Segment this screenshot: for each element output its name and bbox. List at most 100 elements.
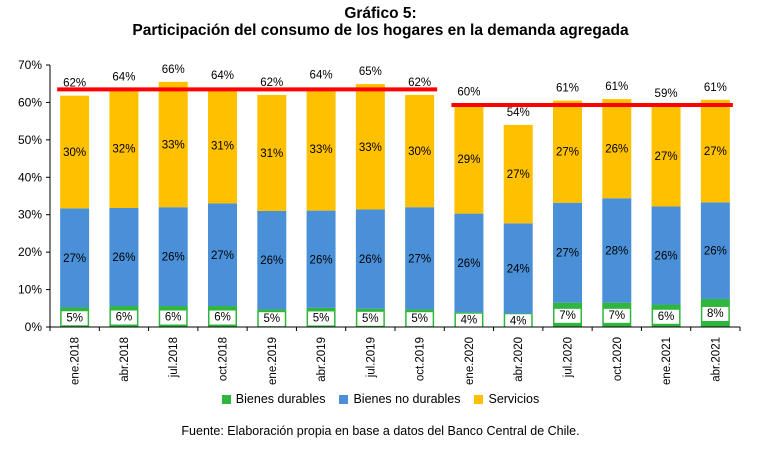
bar-segment bbox=[454, 213, 484, 313]
data-label-background bbox=[110, 310, 137, 325]
data-label: 26% bbox=[655, 251, 678, 263]
total-label: 62% bbox=[63, 78, 86, 90]
legend-label-durables: Bienes durables bbox=[235, 392, 326, 406]
x-tick-label: oct.2019 bbox=[415, 337, 427, 381]
data-label: 27% bbox=[408, 253, 431, 265]
data-label: 27% bbox=[556, 248, 579, 260]
bar-segment bbox=[700, 202, 730, 299]
data-label: 26% bbox=[457, 258, 480, 270]
data-label-background bbox=[61, 311, 88, 326]
data-label: 5% bbox=[66, 312, 83, 324]
x-tick-label: jul.2020 bbox=[563, 337, 575, 378]
bar-segment bbox=[109, 89, 139, 208]
data-label: 5% bbox=[263, 313, 280, 325]
data-label: 33% bbox=[162, 140, 185, 152]
data-label-background bbox=[554, 308, 581, 323]
data-label: 4% bbox=[510, 315, 527, 327]
x-tick-label: abr.2020 bbox=[513, 337, 525, 382]
data-label: 5% bbox=[411, 313, 428, 325]
legend-item-servicios: Servicios bbox=[474, 392, 539, 406]
data-label: 26% bbox=[704, 246, 727, 258]
data-label: 33% bbox=[359, 142, 382, 154]
data-label: 29% bbox=[457, 154, 480, 166]
data-label: 27% bbox=[211, 250, 234, 262]
total-label: 61% bbox=[605, 81, 628, 93]
total-label: 66% bbox=[162, 64, 185, 76]
bar-segment bbox=[405, 207, 435, 310]
total-label: 62% bbox=[260, 77, 283, 89]
chart-title: Gráfico 5: bbox=[344, 5, 417, 22]
total-label: 64% bbox=[112, 71, 135, 83]
data-label: 8% bbox=[707, 308, 724, 320]
y-tick-label: 70% bbox=[18, 58, 42, 72]
bar-segment bbox=[651, 206, 681, 305]
bar-segment bbox=[553, 202, 582, 303]
data-label: 33% bbox=[310, 144, 333, 156]
data-label: 6% bbox=[165, 312, 182, 324]
bar-segment bbox=[257, 94, 287, 211]
data-label: 30% bbox=[63, 147, 86, 159]
x-tick-label: oct.2018 bbox=[218, 337, 230, 381]
legend-item-durables: Bienes durables bbox=[221, 392, 326, 406]
legend-swatch-no-durables bbox=[339, 394, 349, 404]
bar-segment bbox=[454, 104, 484, 214]
bar-segment bbox=[257, 210, 287, 310]
data-label: 7% bbox=[608, 310, 625, 322]
y-tick-label: 30% bbox=[18, 208, 42, 222]
x-tick-label: abr.2019 bbox=[316, 337, 328, 382]
data-label: 4% bbox=[461, 315, 478, 327]
data-label-background bbox=[209, 310, 236, 325]
bar-segment bbox=[355, 84, 385, 210]
data-label: 27% bbox=[556, 147, 579, 159]
data-label-background bbox=[357, 311, 384, 326]
stacked-bar-chart: 0% 10% 20% 30% 40% 50% 60% 70% 5% 27% 30% 62% 6% 26% 3… bbox=[18, 58, 741, 385]
data-label: 6% bbox=[658, 311, 675, 323]
bar-segment bbox=[405, 94, 435, 208]
data-label-background bbox=[702, 306, 729, 321]
data-label: 5% bbox=[362, 313, 379, 325]
bar-segment bbox=[553, 100, 582, 203]
data-label: 31% bbox=[211, 141, 234, 153]
total-label: 60% bbox=[457, 86, 480, 98]
bar-segment bbox=[60, 208, 90, 308]
data-label: 32% bbox=[112, 144, 135, 156]
legend-item-no-durables: Bienes no durables bbox=[339, 392, 460, 406]
y-tick-label: 0% bbox=[25, 320, 43, 334]
x-tick-label: abr.2021 bbox=[710, 337, 722, 382]
bar-segment bbox=[158, 81, 188, 208]
data-label: 31% bbox=[260, 148, 283, 160]
total-label: 65% bbox=[359, 66, 382, 78]
y-tick-label: 40% bbox=[18, 170, 42, 184]
bar-segment bbox=[158, 207, 188, 307]
legend-label-no-durables: Bienes no durables bbox=[353, 392, 461, 406]
bar-segment bbox=[602, 99, 632, 199]
data-label: 26% bbox=[162, 252, 185, 264]
data-label-background bbox=[505, 314, 532, 329]
legend-swatch-servicios bbox=[474, 394, 484, 404]
data-label: 26% bbox=[112, 252, 135, 264]
legend-label-servicios: Servicios bbox=[488, 392, 540, 406]
data-label-background bbox=[653, 309, 680, 324]
data-label: 7% bbox=[559, 310, 576, 322]
data-label: 26% bbox=[605, 144, 628, 156]
data-label-background bbox=[308, 311, 335, 326]
total-label: 59% bbox=[655, 88, 678, 100]
data-label: 6% bbox=[214, 312, 231, 324]
data-label-background bbox=[258, 312, 285, 327]
x-tick-label: oct.2020 bbox=[612, 337, 624, 381]
data-label-background bbox=[160, 310, 187, 325]
data-label: 27% bbox=[704, 146, 727, 158]
bar-segment bbox=[208, 203, 237, 307]
x-tick-label: ene.2019 bbox=[267, 337, 279, 385]
data-label: 27% bbox=[63, 253, 86, 265]
bar-segment bbox=[109, 207, 139, 307]
chart-subtitle: Participación del consumo de los hogares… bbox=[132, 22, 629, 39]
bar-segment bbox=[355, 209, 385, 309]
x-tick-label: ene.2018 bbox=[70, 337, 82, 385]
total-label: 61% bbox=[704, 82, 727, 94]
bar-segment bbox=[602, 198, 632, 303]
y-tick-label: 10% bbox=[18, 283, 42, 297]
total-label: 61% bbox=[556, 83, 579, 95]
total-label: 62% bbox=[408, 77, 431, 89]
bar-segment bbox=[306, 210, 336, 308]
